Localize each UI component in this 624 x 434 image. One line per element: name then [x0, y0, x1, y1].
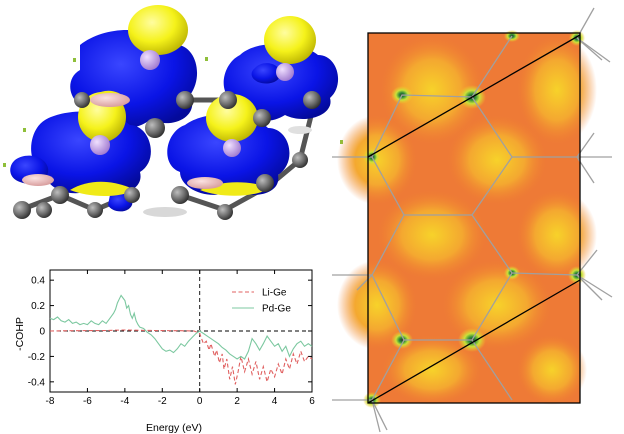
- isosurface-shadow: [143, 207, 187, 217]
- ge-atoms: [13, 91, 321, 220]
- chart-series-group: [49, 294, 313, 385]
- x-axis-label: Energy (eV): [146, 422, 202, 434]
- isosurface-shadow: [288, 126, 312, 134]
- legend-label: Pd-Ge: [262, 304, 291, 315]
- x-tick-label: -6: [83, 396, 92, 407]
- y-tick-label: -0.4: [28, 377, 46, 388]
- x-tick-label: 6: [309, 396, 315, 407]
- isosurface-render: [3, 5, 343, 220]
- blue-isosurface-lobe: [251, 63, 281, 84]
- y-tick-label: 0: [39, 327, 45, 338]
- y-tick-label: 0.4: [31, 276, 45, 287]
- legend-label: Li-Ge: [262, 288, 287, 299]
- x-tick-label: -4: [120, 396, 129, 407]
- x-tick-label: -8: [46, 396, 55, 407]
- chart-legend: Li-Ge Pd-Ge: [232, 288, 291, 315]
- yellow-isosurface-lobe: [128, 5, 188, 55]
- li-atom: [276, 63, 294, 81]
- series-line-li-ge: [49, 329, 313, 385]
- yellow-isosurface-lobe: [206, 94, 258, 142]
- yellow-isosurface-lobe: [264, 16, 316, 64]
- high-elf-regions: [337, 35, 597, 405]
- yellow-isosurface-rim: [70, 181, 135, 196]
- series-line-pd-ge: [49, 294, 313, 360]
- li-atom: [90, 135, 110, 155]
- x-tick-label: 0: [197, 396, 203, 407]
- li-atom: [140, 50, 160, 70]
- pd-atom: [90, 93, 130, 107]
- elf-contour-map: [332, 7, 613, 433]
- y-tick-label: 0.2: [31, 301, 45, 312]
- chart-axes: -8 -6 -4 -2 0 2 4 6 0.4 0.2 0 -0.2 -0.4: [28, 269, 315, 407]
- li-atom: [223, 139, 241, 157]
- y-tick-label: -0.2: [28, 352, 46, 363]
- x-tick-label: -2: [158, 396, 167, 407]
- x-tick-label: 4: [272, 396, 278, 407]
- pd-atom: [22, 174, 54, 186]
- x-tick-label: 2: [234, 396, 240, 407]
- pd-atom: [187, 177, 223, 189]
- unit-cell-outline: [367, 32, 581, 404]
- y-axis-label: -COHP: [14, 317, 26, 351]
- cohp-chart: -8 -6 -4 -2 0 2 4 6 0.4 0.2 0 -0.2 -0.4 Li-Ge Pd-Ge E…: [14, 269, 315, 434]
- structure-scene: [3, 5, 343, 220]
